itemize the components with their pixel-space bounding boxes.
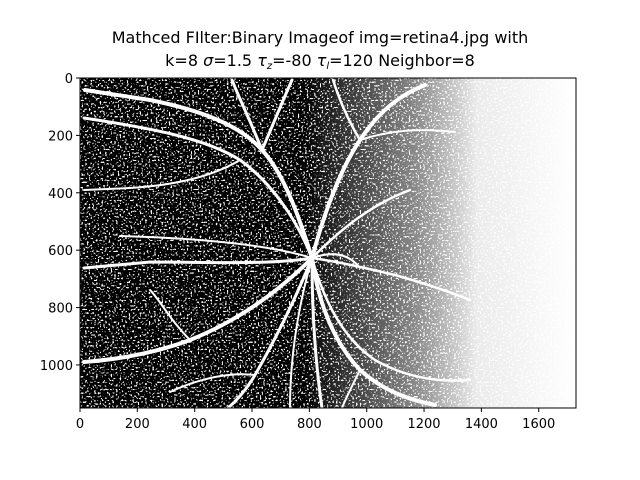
y-tick-label: 200	[48, 129, 73, 144]
param-tau-l-symbol: τ	[316, 51, 327, 70]
x-tick-label: 1000	[350, 417, 383, 432]
bright-region-fade	[80, 78, 576, 408]
x-tick-label: 600	[240, 417, 265, 432]
y-tick-label: 400	[48, 187, 73, 202]
param-sigma-value: =1.5	[213, 51, 253, 70]
param-k: k=8	[165, 51, 198, 70]
y-tick-label: 1000	[40, 359, 73, 374]
y-tick-label: 0	[65, 72, 73, 87]
x-axis: 0 200 400 600 800 1000 1200 1400 1600	[76, 408, 555, 432]
x-tick-label: 400	[182, 417, 207, 432]
param-tau-l-value: =120	[329, 51, 374, 70]
chart-title-line2: k=8 σ=1.5 τz=-80 τl=120 Neighbor=8	[0, 51, 640, 77]
y-axis: 0 200 400 600 800 1000	[40, 72, 80, 374]
y-tick-label: 800	[48, 302, 73, 317]
x-tick-label: 0	[76, 417, 84, 432]
param-sigma-symbol: σ	[203, 51, 214, 70]
param-neighbor: Neighbor=8	[378, 51, 475, 70]
y-tick-label: 600	[48, 244, 73, 259]
x-tick-label: 1600	[522, 417, 555, 432]
chart-title-line1: Mathced FIlter:Binary Imageof img=retina…	[111, 28, 529, 47]
axes-frame	[79, 77, 577, 409]
x-tick-label: 1400	[465, 417, 498, 432]
x-tick-label: 200	[125, 417, 150, 432]
retina-binary-image	[80, 78, 576, 408]
x-tick-label: 1200	[407, 417, 440, 432]
param-tau-l-sub: l	[326, 61, 330, 72]
x-tick-label: 800	[297, 417, 322, 432]
param-tau-z-sub: z	[266, 61, 273, 72]
param-tau-z-value: =-80	[272, 51, 312, 70]
param-tau-z-symbol: τ	[257, 51, 267, 70]
